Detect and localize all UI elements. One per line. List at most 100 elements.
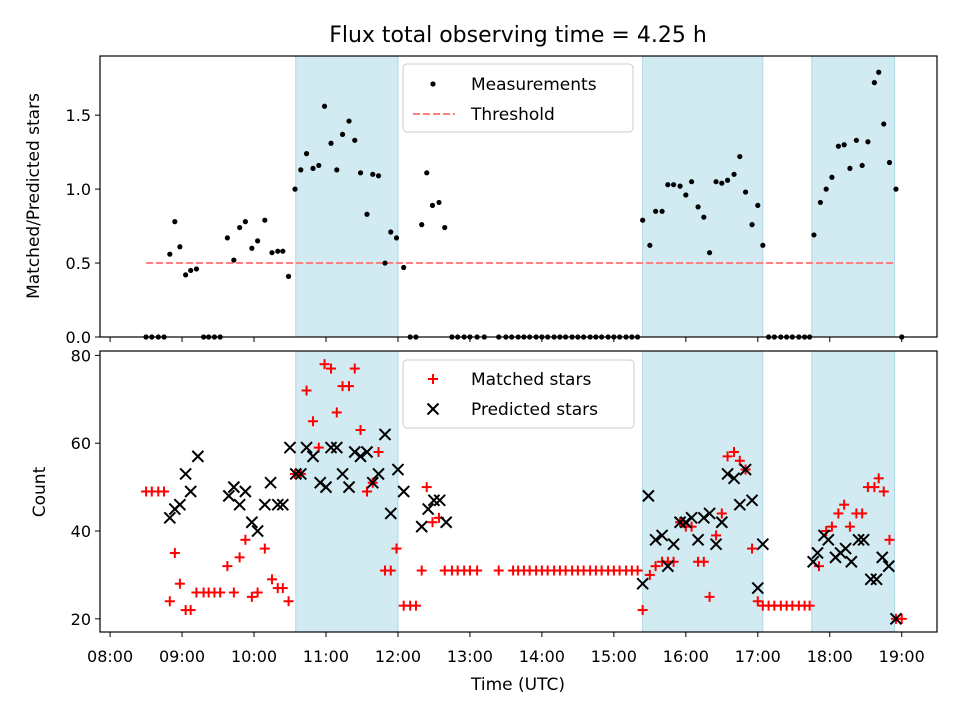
bottom-highlight-span <box>295 350 399 633</box>
predicted-point <box>251 524 264 538</box>
predicted-point <box>222 489 236 503</box>
matched-point <box>301 385 312 396</box>
predicted-point-b <box>661 559 675 573</box>
measurement-point <box>893 186 899 192</box>
bottom-ytick-label: 80 <box>71 346 91 365</box>
predicted-point <box>673 516 687 529</box>
predicted-point <box>642 489 655 503</box>
chart-title: Flux total observing time = 4.25 h <box>329 23 707 48</box>
predicted-point <box>822 533 835 547</box>
measurement-point <box>177 244 183 250</box>
measurement-point <box>280 248 286 254</box>
predicted-point-b <box>864 573 877 586</box>
matched-point <box>169 547 180 558</box>
matched-point <box>747 543 758 554</box>
predicted-point <box>294 467 308 481</box>
matched-point <box>228 587 239 598</box>
measurement-point <box>310 165 316 171</box>
predicted-point <box>745 494 759 507</box>
predicted-point <box>882 559 895 573</box>
predicted-point <box>264 476 277 489</box>
measurement-point <box>364 211 370 217</box>
measurement-point <box>865 139 871 145</box>
predicted-point-b <box>745 494 759 507</box>
measurement-point <box>419 222 425 228</box>
predicted-point <box>876 551 889 564</box>
top-ytick-label: 1.5 <box>66 106 91 125</box>
measurement-point <box>231 257 237 263</box>
predicted-point-b <box>245 516 259 529</box>
predicted-point <box>191 450 205 463</box>
matched-point <box>644 569 655 580</box>
predicted-point-b <box>271 498 284 511</box>
predicted-point <box>751 581 765 595</box>
predicted-point <box>721 467 734 481</box>
predicted-point-b <box>685 511 698 525</box>
bottom-legend: Matched stars Predicted stars <box>402 359 635 429</box>
matched-point <box>349 363 360 374</box>
measurement-point <box>328 140 334 146</box>
predicted-point <box>360 445 374 459</box>
predicted-point-b <box>655 529 669 542</box>
predicted-point-b <box>179 467 192 481</box>
predicted-point-b <box>433 494 446 507</box>
bottom-xtick-label: 14:00 <box>519 647 565 666</box>
predicted-point <box>857 533 870 547</box>
predicted-point <box>870 573 883 586</box>
measurement-point <box>688 179 695 185</box>
matched-point <box>159 486 170 497</box>
predicted-point-b <box>636 577 649 590</box>
predicted-point-b <box>366 476 379 489</box>
matched-point <box>637 605 648 616</box>
predicted-point <box>439 516 453 529</box>
predicted-point-b <box>415 520 428 533</box>
matched-point <box>164 596 175 607</box>
predicted-point-b <box>751 581 765 595</box>
matched-point <box>308 416 319 427</box>
predicted-point-b <box>845 555 858 568</box>
bottom-ylabel: Count <box>30 466 50 517</box>
predicted-point <box>655 529 669 542</box>
predicted-point <box>889 612 903 626</box>
predicted-point-b <box>642 489 655 503</box>
predicted-point <box>283 441 297 454</box>
legend-predicted-marker <box>426 402 440 416</box>
measurement-point <box>835 143 842 149</box>
legend-matched-plus <box>428 374 438 384</box>
measurement-point <box>442 224 448 231</box>
predicted-point-b <box>739 463 752 476</box>
predicted-point-b <box>807 555 820 568</box>
top-highlight-span <box>642 55 764 338</box>
predicted-point <box>739 463 752 476</box>
matched-point <box>857 508 868 519</box>
predicted-point-b <box>163 511 177 525</box>
predicted-point <box>233 498 246 511</box>
predicted-point <box>715 516 729 529</box>
measurement-point <box>262 217 268 223</box>
matched-point <box>716 508 727 519</box>
matched-point <box>344 381 355 392</box>
predicted-point-b <box>251 524 264 538</box>
predicted-point <box>354 450 367 463</box>
predicted-point <box>649 533 662 547</box>
matched-point <box>704 591 715 602</box>
measurement-point <box>334 167 340 173</box>
predicted-point-b <box>306 450 320 463</box>
bottom-xtick-label: 08:00 <box>87 647 133 666</box>
matched-point <box>493 565 504 576</box>
measurement-point <box>823 186 829 192</box>
predicted-point <box>427 494 441 507</box>
top-highlight-span <box>295 55 399 338</box>
measurement-point <box>847 165 853 171</box>
measurement-point <box>275 248 281 254</box>
predicted-point-b <box>227 480 241 494</box>
matched-point <box>427 517 438 528</box>
top-ytick-label: 1.0 <box>66 180 91 199</box>
predicted-point <box>839 542 852 555</box>
predicted-point-b <box>673 516 687 529</box>
predicted-point <box>179 467 192 481</box>
measurement-point <box>749 222 755 228</box>
predicted-point <box>342 480 356 494</box>
measurement-point <box>881 121 887 127</box>
predicted-point <box>852 533 865 547</box>
